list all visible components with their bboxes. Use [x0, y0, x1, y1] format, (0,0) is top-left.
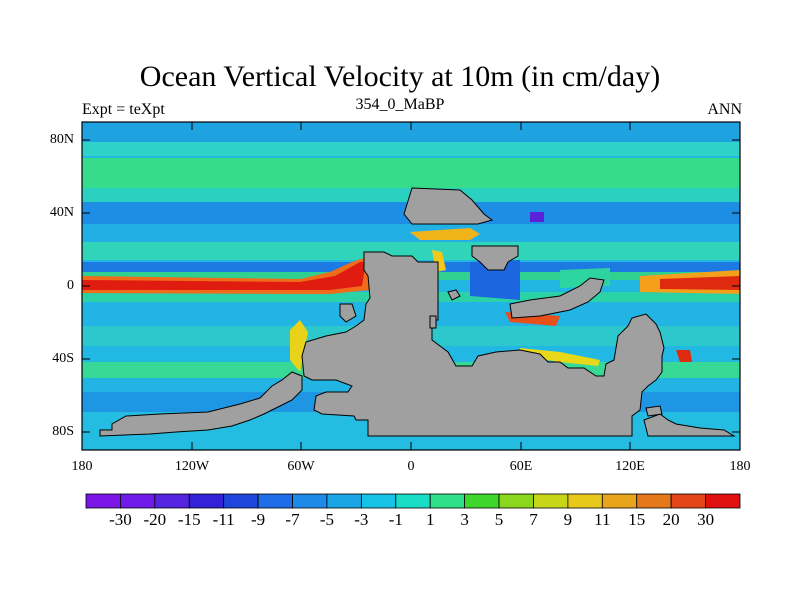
colorbar-label: 30: [697, 510, 715, 529]
map-title: Ocean Vertical Velocity at 10m (in cm/da…: [139, 60, 661, 93]
colorbar-swatch: [360, 493, 397, 509]
colorbar-label: -15: [177, 510, 201, 529]
colorbar-label: -5: [319, 510, 335, 529]
experiment-label: Expt = teXpt: [82, 101, 165, 118]
colorbar-swatch: [257, 493, 293, 509]
colorbar-label: -3: [354, 510, 369, 529]
colorbar-swatch: [223, 493, 259, 509]
x-tick-60w: 60W: [287, 459, 315, 474]
period-label: 354_0_MaBP: [355, 96, 445, 113]
colorbar-label: 5: [494, 510, 504, 529]
x-tick-180w: 180: [71, 459, 93, 474]
colorbar-label: 9: [563, 510, 573, 529]
colorbar-swatch: [85, 493, 121, 509]
colorbar-swatch: [120, 493, 156, 509]
colorbar-label: 1: [425, 510, 435, 529]
colorbar-swatch: [464, 493, 500, 509]
colorbar-label: -7: [285, 510, 300, 529]
colorbar-label: 15: [628, 510, 646, 529]
colorbar-label: 20: [662, 510, 680, 529]
colorbar-label: -11: [212, 510, 235, 529]
colorbar-swatch: [601, 493, 638, 509]
colorbar-label: -20: [143, 510, 167, 529]
x-tick-60e: 60E: [509, 459, 533, 474]
x-tick-120w: 120W: [174, 459, 210, 474]
y-tick-80s: 80S: [52, 424, 74, 439]
x-tick-0: 0: [407, 459, 415, 474]
colorbar-swatch: [326, 493, 362, 509]
colorbar-swatch: [705, 493, 741, 509]
x-tick-180e: 180: [729, 459, 751, 474]
colorbar-swatch: [188, 493, 225, 509]
colorbar-label: 11: [594, 510, 611, 529]
colorbar-label: 7: [529, 510, 538, 529]
y-tick-40s: 40S: [52, 351, 74, 366]
x-tick-120e: 120E: [615, 459, 645, 474]
tick-marks: [82, 122, 740, 450]
colorbar-label: -30: [109, 510, 132, 529]
colorbar-swatch: [429, 493, 466, 509]
colorbar-label: -9: [251, 510, 266, 529]
land-layer: [99, 187, 736, 437]
y-tick-80n: 80N: [49, 132, 74, 147]
colorbar-swatch: [567, 493, 603, 509]
colorbar-swatch: [533, 493, 569, 509]
colorbar: [85, 493, 741, 509]
y-tick-0: 0: [67, 278, 74, 293]
colorbar-swatch: [292, 493, 328, 509]
colorbar-swatch: [395, 493, 431, 509]
colorbar-label: 3: [460, 510, 469, 529]
colorbar-swatch: [636, 493, 672, 509]
colorbar-label: -1: [388, 510, 403, 529]
y-tick-40n: 40N: [49, 205, 74, 220]
colorbar-swatch: [670, 493, 706, 509]
colorbar-swatch: [498, 493, 534, 509]
colorbar-swatch: [154, 493, 190, 509]
season-label: ANN: [707, 101, 742, 118]
